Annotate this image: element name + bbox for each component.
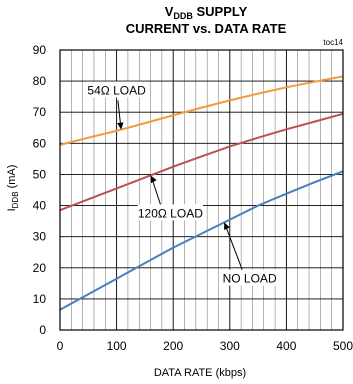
plot-frame bbox=[59, 49, 344, 331]
x-tick-label: 100 bbox=[107, 339, 127, 353]
annotation-bg bbox=[87, 81, 146, 98]
annotation-arrowhead bbox=[117, 122, 124, 130]
y-tick-label: 40 bbox=[33, 199, 47, 213]
annotation-bg bbox=[137, 204, 204, 221]
annotation-label: 54Ω LOAD bbox=[87, 83, 146, 97]
x-tick-label: 0 bbox=[57, 339, 64, 353]
annotations: 54Ω LOAD 120Ω LOAD NO LOAD bbox=[87, 81, 277, 286]
annotation-label: 120Ω LOAD bbox=[138, 206, 203, 220]
y-tick-label: 30 bbox=[33, 230, 47, 244]
annotation-leader bbox=[224, 224, 243, 270]
y-tick-label: 10 bbox=[33, 292, 47, 306]
series-line-1 bbox=[59, 112, 344, 212]
x-tick-label: 500 bbox=[333, 339, 353, 353]
figure-code: toc14 bbox=[323, 38, 343, 47]
y-tick-label: 20 bbox=[33, 261, 47, 275]
y-tick-label: 60 bbox=[33, 136, 47, 150]
x-tick-label: 400 bbox=[276, 339, 296, 353]
series-lines bbox=[59, 75, 344, 311]
y-tick-label: 90 bbox=[33, 43, 47, 57]
series-line-0 bbox=[59, 75, 344, 146]
annotation-label: NO LOAD bbox=[223, 272, 277, 286]
x-tick-label: 200 bbox=[163, 339, 183, 353]
y-tick-label: 80 bbox=[33, 74, 47, 88]
annotation-arrowhead bbox=[224, 222, 230, 231]
y-tick-label: 50 bbox=[33, 167, 47, 181]
y-tick-label: 70 bbox=[33, 105, 47, 119]
y-axis-label: IDDB (mA) bbox=[6, 165, 20, 212]
chart-title-line2: CURRENT vs. DATA RATE bbox=[126, 21, 287, 36]
annotation-arrowhead bbox=[150, 175, 157, 184]
tick-labels: 0 100 200 300 400 500 0 10 20 30 40 50 60 70 80 90 bbox=[33, 43, 353, 353]
x-tick-label: 300 bbox=[220, 339, 240, 353]
y-tick-label: 0 bbox=[39, 323, 46, 337]
annotation-bg bbox=[223, 269, 276, 286]
x-axis-label: DATA RATE (kbps) bbox=[154, 367, 246, 379]
series-line-2 bbox=[59, 170, 344, 311]
chart-title-line1: VDDB SUPPLY bbox=[165, 4, 248, 21]
